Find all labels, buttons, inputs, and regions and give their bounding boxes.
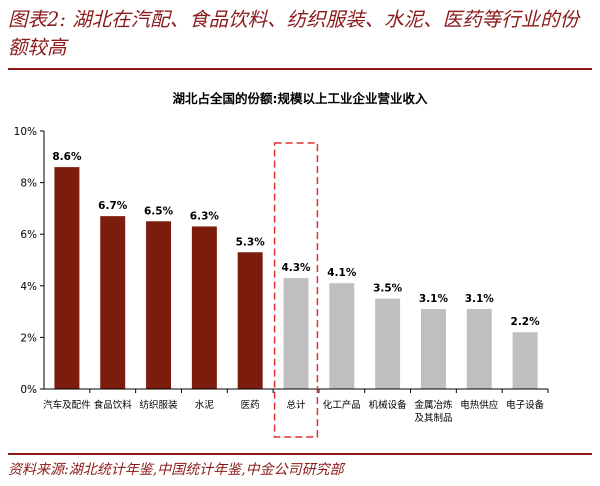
source-note: 资料来源:湖北统计年鉴,中国统计年鉴,中金公司研究部 — [8, 462, 344, 478]
bar — [146, 221, 172, 389]
total-highlight-box — [273, 142, 319, 438]
bars — [54, 167, 538, 389]
bar — [420, 309, 446, 389]
x-tick-label: 电子设备 — [506, 399, 545, 411]
x-tick-label: 机械设备 — [369, 399, 408, 411]
y-tick-label: 8% — [20, 178, 37, 190]
x-tick-label: 电热供应 — [460, 399, 499, 411]
title-rule — [8, 68, 592, 70]
x-tick-label: 总计 — [286, 399, 306, 411]
y-tick-label: 0% — [20, 384, 37, 396]
source-rule — [8, 453, 592, 455]
bar-value-label: 6.3% — [190, 210, 220, 222]
bar-value-label: 6.7% — [98, 200, 128, 212]
bar-value-label: 3.1% — [419, 293, 449, 305]
figure-title: 图表2: 湖北在汽配、食品饮料、纺织服装、水泥、医药等行业的份额较高 — [8, 8, 580, 59]
bar — [329, 283, 355, 389]
y-axis: 0% 2% 4% 6% 8% 10% — [14, 126, 45, 396]
bar-value-label: 4.3% — [281, 262, 311, 274]
y-tick-label: 2% — [20, 332, 37, 344]
x-tick-label: 化工产品 — [323, 399, 361, 411]
bar — [54, 167, 80, 389]
x-tick-label: 金属冶炼及其制品 — [414, 399, 453, 424]
bar — [466, 309, 492, 389]
y-tick-label: 6% — [20, 229, 37, 241]
value-labels: 8.6% 6.7% 6.5% 6.3% 5.3% 4.3% 4.1% 3.5% 3.1% 3.1%… — [52, 151, 540, 328]
x-tick-label: 汽车及配件 — [43, 399, 91, 411]
bar-value-label: 2.2% — [511, 316, 541, 328]
bar-value-label: 3.1% — [465, 293, 495, 305]
x-tick-label: 食品饮料 — [94, 399, 133, 411]
bar — [283, 278, 309, 389]
bar-value-label: 8.6% — [52, 151, 82, 163]
bar-value-label: 3.5% — [373, 283, 403, 295]
chart-title: 湖北占全国的份额:规模以上工业企业营业收入 — [173, 91, 428, 106]
bar — [237, 252, 263, 389]
bar-value-label: 6.5% — [144, 205, 174, 217]
bar — [512, 332, 538, 389]
bar — [375, 298, 401, 389]
y-tick-label: 10% — [14, 126, 37, 138]
bar — [191, 226, 217, 389]
bar-value-label: 4.1% — [327, 267, 357, 279]
bar — [100, 216, 126, 389]
x-axis-labels: 汽车及配件 食品饮料 纺织服装 水泥 医药 总计 化工产品 机械设备 金属冶炼及其制品电热供应电… — [43, 389, 549, 424]
y-tick-label: 4% — [20, 281, 37, 293]
x-tick-label: 水泥 — [195, 399, 215, 411]
bar-value-label: 5.3% — [236, 236, 266, 248]
x-tick-label: 纺织服装 — [140, 399, 179, 411]
x-tick-label: 医药 — [241, 400, 260, 411]
